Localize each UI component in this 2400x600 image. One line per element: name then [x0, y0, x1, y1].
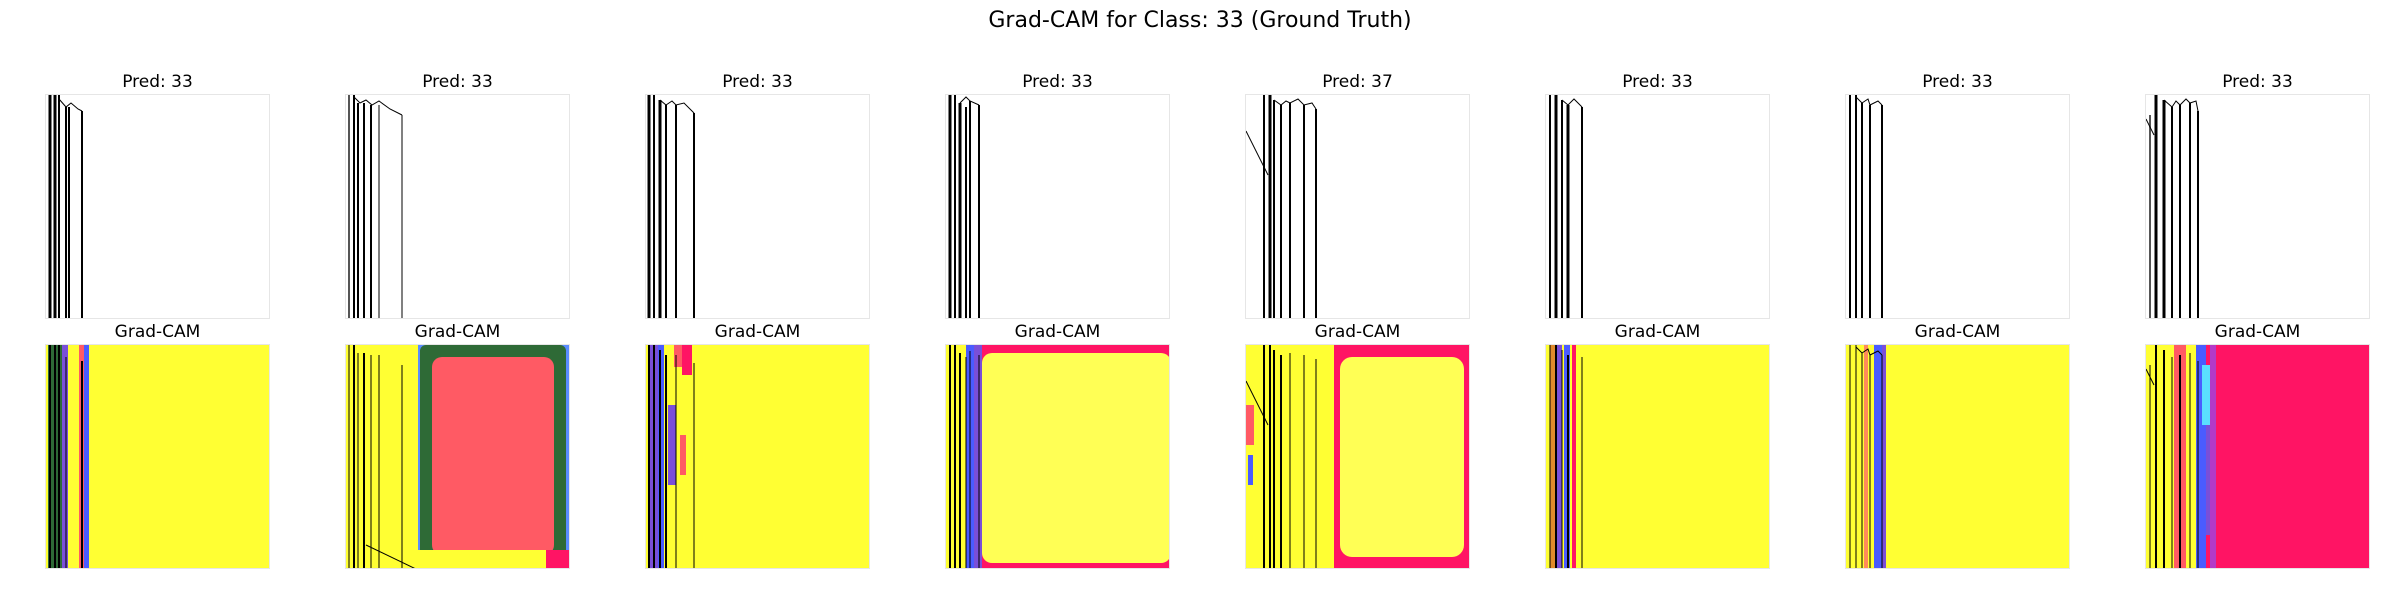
- stroke-image: [1545, 94, 1770, 319]
- stroke-drawing: [1246, 95, 1317, 318]
- gradcam-overlay: [945, 344, 1170, 569]
- gradcam-heatmap: [346, 345, 569, 568]
- pred-title: Pred: 33: [722, 72, 793, 92]
- gradcam-overlay: [1245, 344, 1470, 569]
- pred-title: Pred: 33: [2222, 72, 2293, 92]
- cam-title: Grad-CAM: [114, 322, 201, 342]
- pred-title: Pred: 33: [1922, 72, 1993, 92]
- gradcam-heatmap: [2146, 345, 2369, 568]
- stroke-drawing: [48, 95, 83, 318]
- stroke-image: [1845, 94, 2070, 319]
- pred-title: Pred: 33: [1022, 72, 1093, 92]
- cam-title: Grad-CAM: [414, 322, 501, 342]
- stroke-drawing: [348, 95, 403, 318]
- cam-title: Grad-CAM: [1614, 322, 1701, 342]
- pred-title: Pred: 33: [1622, 72, 1693, 92]
- gradcam-heatmap: [1846, 345, 2069, 568]
- gradcam-overlay: [345, 344, 570, 569]
- stroke-image: [345, 94, 570, 319]
- pred-title: Pred: 37: [1322, 72, 1393, 92]
- gradcam-overlay: [2145, 344, 2370, 569]
- gradcam-overlay: [1545, 344, 1770, 569]
- stroke-image: [2145, 94, 2370, 319]
- gradcam-overlay: [645, 344, 870, 569]
- stroke-image: [945, 94, 1170, 319]
- figure-title: Grad-CAM for Class: 33 (Ground Truth): [988, 8, 1412, 33]
- gradcam-overlay: [1845, 344, 2070, 569]
- gradcam-heatmap: [1246, 345, 1469, 568]
- cam-title: Grad-CAM: [1914, 322, 2001, 342]
- pred-title: Pred: 33: [122, 72, 193, 92]
- stroke-image: [45, 94, 270, 319]
- gradcam-heatmap: [646, 345, 869, 568]
- stroke-drawing: [2146, 95, 2199, 318]
- cam-title: Grad-CAM: [1014, 322, 1101, 342]
- stroke-drawing: [1849, 95, 1883, 318]
- cam-title: Grad-CAM: [1314, 322, 1401, 342]
- gradcam-overlay: [45, 344, 270, 569]
- gradcam-heatmap: [946, 345, 1169, 568]
- cam-title: Grad-CAM: [2214, 322, 2301, 342]
- cam-title: Grad-CAM: [714, 322, 801, 342]
- gradcam-heatmap: [46, 345, 269, 568]
- stroke-image: [645, 94, 870, 319]
- pred-title: Pred: 33: [422, 72, 493, 92]
- gradcam-heatmap: [1546, 345, 1769, 568]
- stroke-drawing: [948, 95, 980, 318]
- stroke-image: [1245, 94, 1470, 319]
- stroke-drawing: [1549, 95, 1583, 318]
- stroke-drawing: [647, 95, 695, 318]
